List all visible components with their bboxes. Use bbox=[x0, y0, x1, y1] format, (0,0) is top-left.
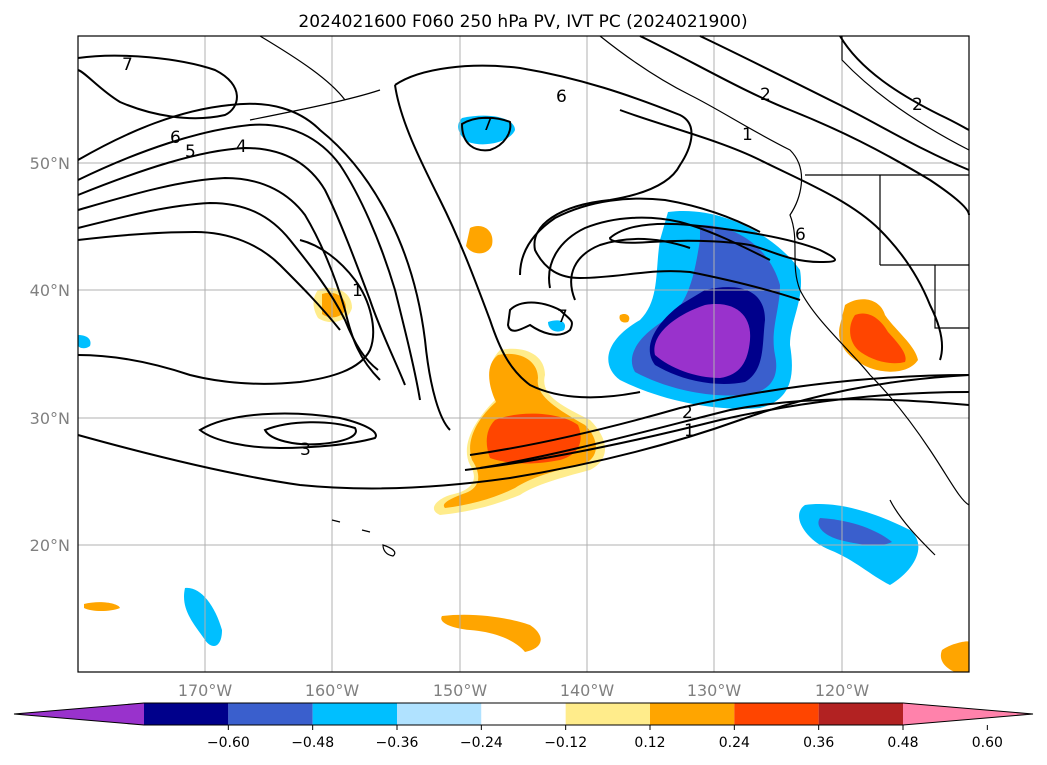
contour-label: 7 bbox=[122, 55, 133, 75]
colorbar-tick-label: 0.12 bbox=[634, 735, 665, 751]
ivt-positive-region bbox=[486, 413, 581, 464]
lon-label: 120°W bbox=[815, 681, 870, 700]
colorbar-segment bbox=[14, 703, 144, 725]
contour-label: 2 bbox=[760, 85, 771, 105]
colorbar-segment bbox=[565, 703, 650, 725]
ivt-negative-region bbox=[458, 115, 515, 145]
ivt-positive-region bbox=[940, 641, 969, 672]
ivt-positive-region bbox=[619, 313, 630, 323]
colorbar-segment bbox=[228, 703, 313, 725]
lat-label: 30°N bbox=[30, 409, 70, 428]
colorbar-tick-label: −0.24 bbox=[460, 735, 503, 751]
colorbar-outline bbox=[13, 702, 1034, 726]
contour-label: 1 bbox=[684, 421, 695, 441]
coastlines bbox=[249, 35, 970, 557]
lon-label: 140°W bbox=[560, 681, 615, 700]
graticule bbox=[78, 36, 969, 672]
colorbar-tick-label: −0.60 bbox=[207, 735, 250, 751]
ivt-positive-region bbox=[466, 225, 493, 254]
contour-label: 1 bbox=[742, 125, 753, 145]
contour-label: 2 bbox=[912, 95, 923, 115]
colorbar-tick-label: 0.24 bbox=[719, 735, 750, 751]
contour-label: 6 bbox=[556, 87, 567, 107]
contour-label: 5 bbox=[185, 142, 196, 162]
ivt-shading bbox=[78, 115, 969, 672]
colorbar-tick-label: −0.48 bbox=[291, 735, 334, 751]
colorbar-segment bbox=[903, 703, 1033, 725]
longitude-labels: 170°W 160°W 150°W 140°W 130°W 120°W bbox=[178, 681, 870, 700]
map-frame bbox=[77, 35, 970, 673]
colorbar-segment bbox=[734, 703, 819, 725]
lon-label: 150°W bbox=[433, 681, 488, 700]
ivt-negative-region bbox=[184, 587, 222, 646]
contour-label: 7 bbox=[557, 307, 568, 327]
contour-label: 7 bbox=[482, 115, 493, 135]
pv-contours bbox=[77, 35, 970, 490]
map-panel: 7 6 5 4 6 7 2 2 1 6 1 7 2 1 3 bbox=[77, 35, 970, 673]
ivt-positive-region bbox=[850, 313, 906, 364]
lat-label: 20°N bbox=[30, 536, 70, 555]
map-title: 2024021600 F060 250 hPa PV, IVT PC (2024… bbox=[298, 12, 747, 32]
colorbar-tick-label: −0.12 bbox=[544, 735, 587, 751]
colorbar-tick-label: 0.48 bbox=[887, 735, 918, 751]
colorbar-tick-label: 0.60 bbox=[972, 735, 1003, 751]
colorbar-segment bbox=[397, 703, 482, 725]
ivt-positive-region bbox=[441, 614, 541, 652]
colorbar-tick-label: 0.36 bbox=[803, 735, 834, 751]
contour-label: 4 bbox=[236, 137, 247, 157]
colorbar: −0.60 −0.48 −0.36 −0.24 −0.12 0.12 0.24 0.36 0.4… bbox=[13, 702, 1034, 751]
ivt-negative-region bbox=[818, 518, 892, 546]
ivt-negative-region bbox=[548, 320, 566, 332]
colorbar-segment bbox=[312, 703, 397, 725]
ivt-negative-region bbox=[78, 335, 91, 349]
colorbar-segment bbox=[650, 703, 735, 725]
lon-label: 170°W bbox=[178, 681, 233, 700]
colorbar-segment bbox=[144, 703, 229, 725]
contour-label: 1 bbox=[352, 281, 363, 301]
contour-label: 3 bbox=[300, 440, 311, 460]
latitude-labels: 50°N 40°N 30°N 20°N bbox=[30, 154, 70, 555]
contour-labels: 7 6 5 4 6 7 2 2 1 6 1 7 2 1 3 bbox=[122, 55, 923, 460]
colorbar-tick-label: −0.36 bbox=[376, 735, 419, 751]
ivt-negative-region bbox=[654, 304, 751, 378]
contour-label: 2 bbox=[682, 403, 693, 423]
contour-label: 6 bbox=[170, 128, 181, 148]
lat-label: 40°N bbox=[30, 281, 70, 300]
contour-label: 6 bbox=[795, 225, 806, 245]
colorbar-segment bbox=[818, 703, 903, 725]
lon-label: 160°W bbox=[305, 681, 360, 700]
colorbar-segment bbox=[481, 703, 566, 725]
lon-label: 130°W bbox=[687, 681, 742, 700]
lat-label: 50°N bbox=[30, 154, 70, 173]
ivt-positive-region bbox=[84, 602, 120, 611]
